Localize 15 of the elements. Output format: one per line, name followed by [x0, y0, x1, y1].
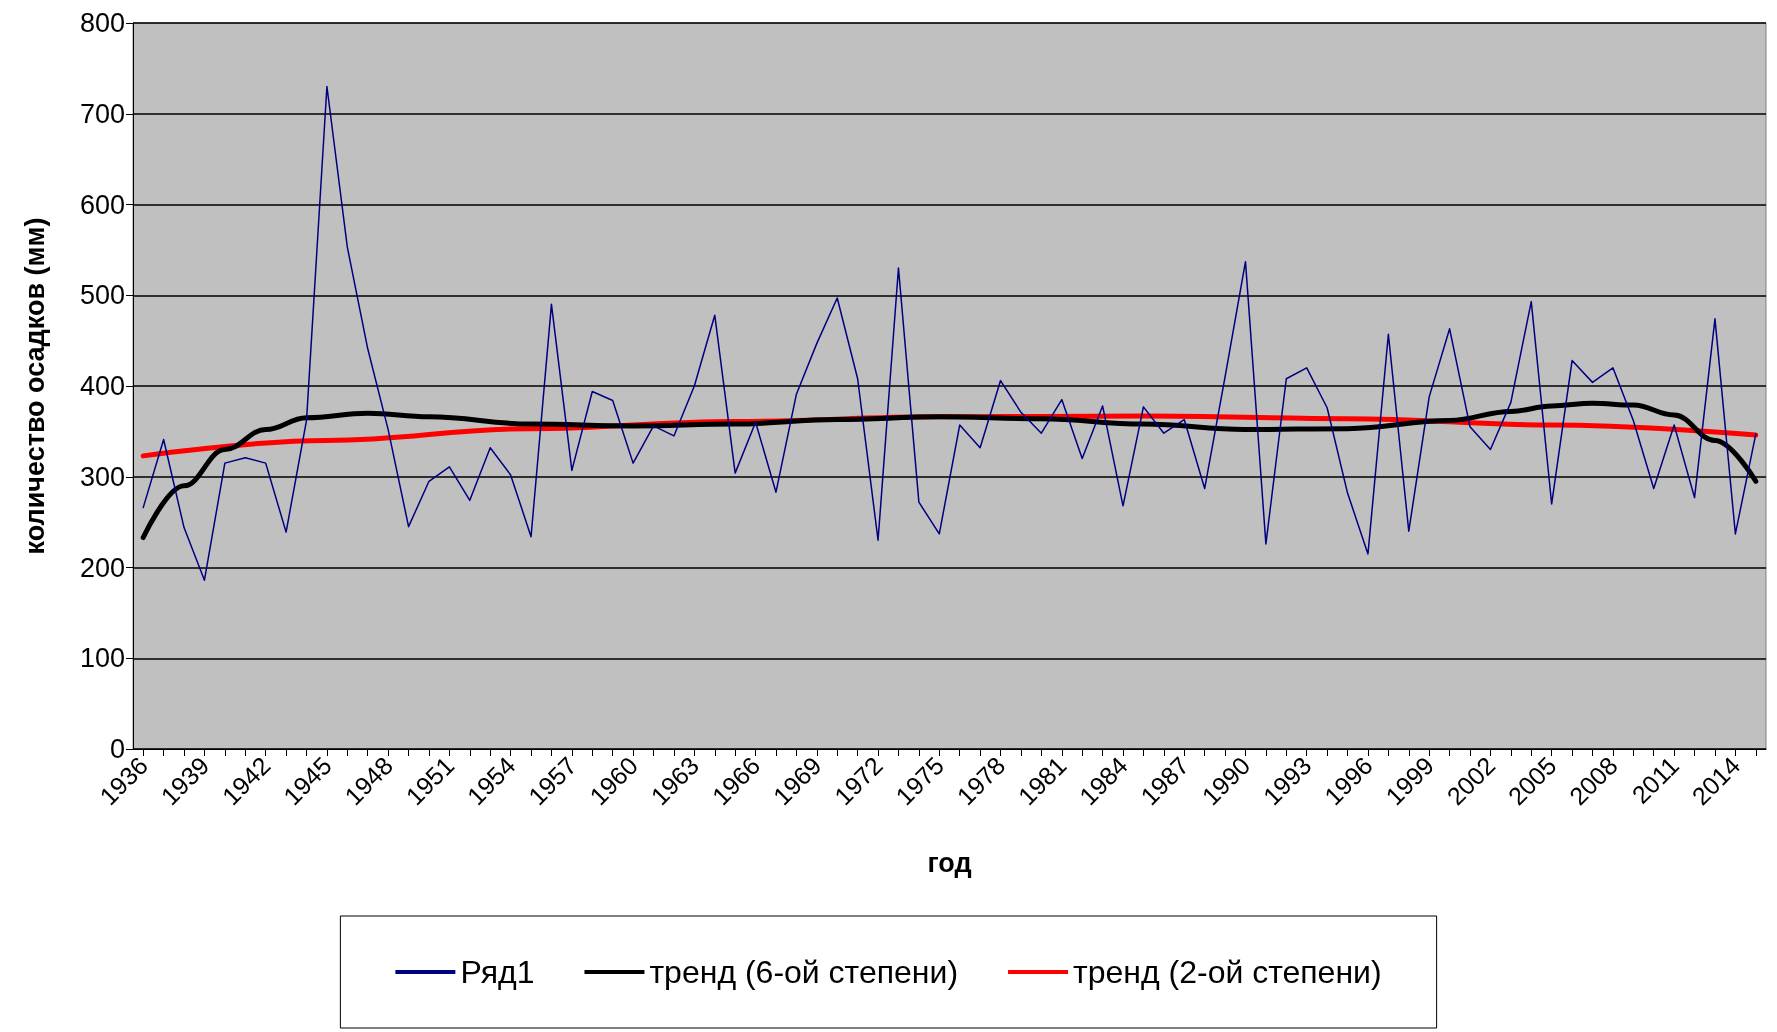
y-tick-label: 300 — [79, 461, 125, 492]
legend-label: Ряд1 — [460, 954, 535, 990]
y-tick-label: 800 — [79, 8, 125, 38]
x-axis-title: год — [927, 847, 972, 878]
y-tick-label: 0 — [109, 734, 125, 764]
y-tick-label: 600 — [79, 189, 125, 220]
y-tick-label: 700 — [79, 98, 125, 129]
y-tick-label: 100 — [79, 643, 125, 674]
line-series — [142, 85, 1757, 581]
y-axis-title: количество осадков (мм) — [19, 217, 50, 555]
legend-label: тренд (6-ой степени) — [649, 954, 959, 990]
y-tick-label: 500 — [79, 280, 125, 311]
y-tick-label: 400 — [79, 371, 125, 401]
y-tick-label: 200 — [79, 552, 125, 583]
legend-label: тренд (2-ой степени) — [1073, 954, 1382, 990]
